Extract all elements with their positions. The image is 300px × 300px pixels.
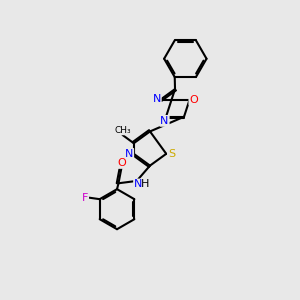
Text: O: O — [117, 158, 126, 168]
Text: S: S — [168, 149, 175, 159]
Text: F: F — [82, 193, 88, 203]
Text: O: O — [189, 94, 198, 105]
Text: H: H — [140, 179, 149, 190]
Text: N: N — [134, 179, 142, 190]
Text: CH₃: CH₃ — [114, 125, 131, 134]
Text: N: N — [152, 94, 161, 104]
Text: N: N — [125, 149, 133, 159]
Text: N: N — [160, 116, 169, 126]
